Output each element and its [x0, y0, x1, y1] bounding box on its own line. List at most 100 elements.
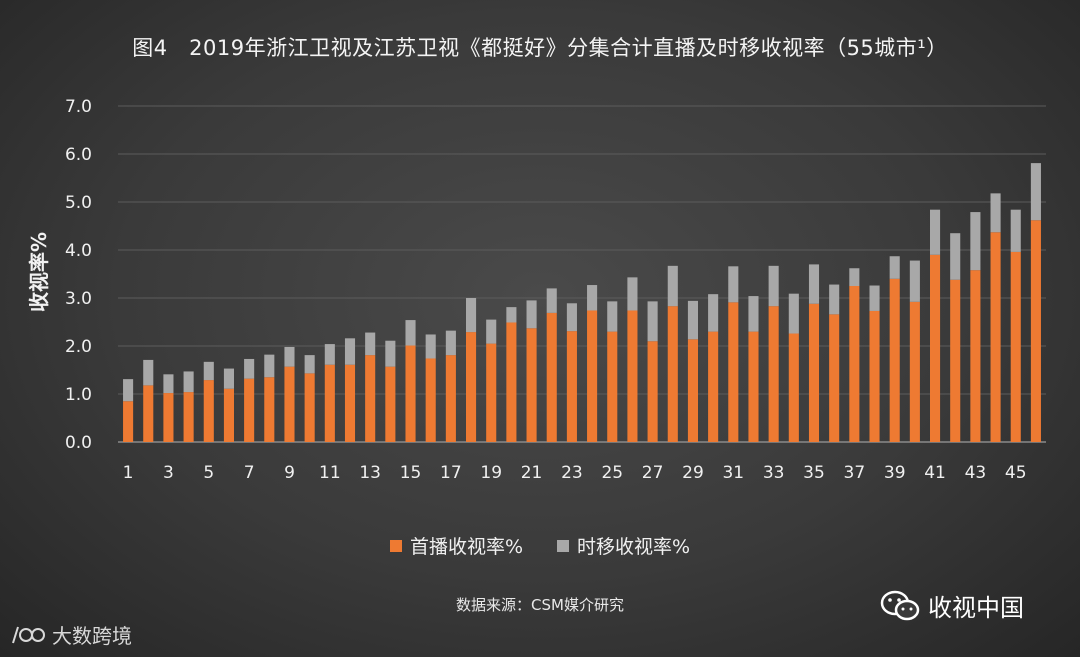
x-tick-label: 37 [844, 463, 866, 483]
bar-time-shift [748, 296, 759, 332]
bar-time-shift [506, 307, 517, 323]
bar-time-shift [244, 358, 255, 379]
y-tick-label: 2.0 [65, 337, 92, 357]
bar-time-shift [445, 330, 456, 356]
bar-first-broadcast [808, 303, 820, 442]
x-tick-label: 21 [521, 463, 543, 483]
bar-time-shift [970, 212, 981, 271]
x-tick-label: 41 [924, 463, 946, 483]
x-tick-label: 25 [601, 463, 623, 483]
bar-time-shift [546, 288, 557, 313]
x-tick-label: 33 [763, 463, 785, 483]
bar-first-broadcast [324, 364, 335, 442]
x-tick-label: 23 [561, 463, 583, 483]
bar-time-shift [889, 256, 900, 279]
bar-time-shift [526, 300, 537, 329]
y-tick-label: 0.0 [65, 433, 92, 453]
bar-first-broadcast [223, 388, 234, 442]
bar-time-shift [1010, 209, 1021, 252]
bar-time-shift [667, 265, 678, 307]
wechat-brand: 收视中国 [880, 588, 1024, 623]
bar-first-broadcast [909, 301, 920, 442]
bar-first-broadcast [466, 332, 477, 442]
bar-first-broadcast [1030, 220, 1041, 442]
bar-time-shift [607, 301, 618, 332]
x-tick-label: 35 [803, 463, 825, 483]
gridlines [118, 105, 1046, 443]
bar-first-broadcast [546, 312, 557, 442]
bar-first-broadcast [970, 270, 981, 442]
bar-time-shift [486, 319, 497, 344]
bar-first-broadcast [163, 393, 174, 442]
bar-first-broadcast [869, 310, 880, 442]
bar-first-broadcast [284, 366, 295, 442]
bar-first-broadcast [244, 378, 255, 442]
x-tick-label: 39 [884, 463, 906, 483]
bar-first-broadcast [123, 401, 134, 442]
bar-time-shift [284, 346, 295, 367]
bar-first-broadcast [829, 314, 840, 442]
bar-first-broadcast [385, 366, 396, 442]
bar-time-shift [264, 354, 275, 378]
legend-label-time-shift: 时移收视率% [577, 536, 691, 558]
y-tick-label: 5.0 [65, 193, 92, 213]
bar-first-broadcast [526, 328, 537, 442]
bar-time-shift [950, 233, 961, 280]
x-tick-label: 1 [123, 463, 134, 483]
bar-time-shift [627, 277, 638, 311]
bar-time-shift [123, 379, 134, 402]
y-tick-label: 4.0 [65, 241, 92, 261]
y-tick-labels: 0.0 1.0 2.0 3.0 4.0 5.0 6.0 7.0 [65, 97, 92, 453]
bar-time-shift [708, 294, 719, 332]
bar-first-broadcast [344, 364, 356, 442]
chart-title: 图4 2019年浙江卫视及江苏卫视《都挺好》分集合计直播及时移收视率（55城市¹… [132, 36, 948, 60]
y-tick-label: 3.0 [65, 289, 92, 309]
x-tick-label: 45 [1005, 463, 1027, 483]
bar-time-shift [425, 334, 436, 359]
wechat-icon [880, 590, 920, 620]
bar-first-broadcast [708, 331, 719, 442]
x-tick-label: 27 [642, 463, 664, 483]
bar-first-broadcast [849, 286, 860, 442]
x-tick-labels: 1 3 5 7 9 11 13 15 17 19 21 23 25 27 29 31 33 35 37 39 41 43 4… [123, 463, 1027, 483]
bar-first-broadcast [768, 306, 779, 442]
bar-time-shift [324, 344, 335, 365]
bar-first-broadcast [667, 306, 678, 442]
watermark-label: 大数跨境 [52, 624, 132, 648]
bar-first-broadcast [304, 373, 315, 442]
bar-first-broadcast [728, 302, 739, 442]
wechat-label: 收视中国 [928, 594, 1024, 622]
watermark: 大数跨境 [10, 620, 132, 649]
bar-time-shift [143, 359, 154, 386]
bar-time-shift [647, 301, 658, 342]
bar-time-shift [203, 361, 214, 381]
bar-first-broadcast [425, 358, 436, 442]
x-tick-label: 15 [400, 463, 422, 483]
legend-item-time-shift: 时移收视率% [557, 532, 690, 559]
bar-time-shift [223, 368, 234, 389]
x-tick-label: 9 [284, 463, 295, 483]
bar-time-shift [183, 371, 194, 393]
legend-item-first-broadcast: 首播收视率% [389, 532, 523, 559]
bar-time-shift [849, 268, 860, 286]
bar-first-broadcast [748, 331, 759, 442]
bar-first-broadcast [405, 345, 416, 442]
x-tick-label: 17 [440, 463, 462, 483]
bar-time-shift [304, 355, 315, 374]
watermark-logo-icon [12, 626, 45, 643]
x-tick-label: 19 [480, 463, 502, 483]
bar-time-shift [365, 332, 376, 356]
bar-first-broadcast [203, 380, 214, 442]
bar-first-broadcast [506, 322, 517, 442]
x-tick-label: 11 [319, 463, 341, 483]
data-source-note: 数据来源：CSM媒介研究 [456, 596, 624, 614]
bar-time-shift [808, 264, 820, 304]
x-tick-label: 3 [163, 463, 174, 483]
y-tick-label: 1.0 [65, 385, 92, 405]
bar-first-broadcast [365, 355, 376, 442]
bar-first-broadcast [990, 232, 1001, 442]
bar-time-shift [466, 298, 477, 333]
bar-time-shift [1030, 163, 1041, 221]
bar-first-broadcast [143, 385, 154, 442]
